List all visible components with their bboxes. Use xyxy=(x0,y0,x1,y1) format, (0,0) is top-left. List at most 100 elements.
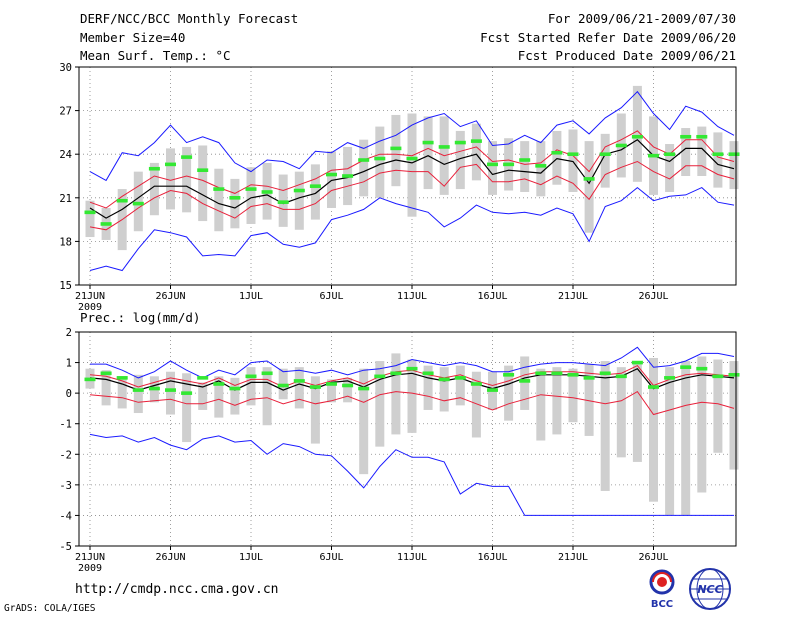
temp-member-marker xyxy=(712,152,724,156)
prec-spread-bar xyxy=(713,359,723,453)
prec-xtick-label: 1JUL xyxy=(239,552,263,563)
temp-member-marker xyxy=(213,187,225,191)
prec-spread-bar xyxy=(310,376,320,444)
prec-member-marker xyxy=(84,377,96,382)
temp-spread-bar xyxy=(230,178,240,229)
temp-spread-bar xyxy=(568,129,578,192)
prec-xtick-label: 21JUN xyxy=(75,552,105,563)
prec-member-marker xyxy=(503,373,515,377)
prec-member-marker xyxy=(132,388,144,392)
prec-ytick-label: -5 xyxy=(59,541,72,553)
prec-member-marker xyxy=(100,371,112,376)
temp-xtick-label: 6JUL xyxy=(319,291,343,302)
temp-member-marker xyxy=(116,198,128,203)
prec-spread-bar xyxy=(407,359,417,433)
prec-member-marker xyxy=(438,377,450,382)
prec-member-marker xyxy=(116,376,128,380)
prec-year-label: 2009 xyxy=(78,563,102,574)
temp-ytick-label: 27 xyxy=(59,106,72,118)
temp-member-marker xyxy=(181,155,193,159)
ncc-logo-text: NCC xyxy=(697,583,722,596)
temp-max-line xyxy=(89,90,735,182)
prec-spread-bar xyxy=(584,364,594,436)
temp-xtick-label: 21JUN xyxy=(75,291,105,302)
prec-xtick-label: 21JUL xyxy=(558,552,588,563)
temp-member-marker xyxy=(229,196,241,200)
prec-member-marker xyxy=(487,388,498,392)
prec-member-marker xyxy=(197,376,209,380)
prec-spread-bar xyxy=(616,367,626,458)
temp-spread-bar xyxy=(729,141,739,190)
prec-xtick-label: 16JUL xyxy=(477,552,507,563)
temp-spread-bar xyxy=(536,141,546,197)
prec-member-marker xyxy=(680,365,692,369)
prec-plot-frame xyxy=(78,331,737,547)
temp-spread-bar xyxy=(632,85,642,182)
temp-spread-bar xyxy=(327,151,336,208)
prec-member-marker xyxy=(229,386,241,391)
temp-member-marker xyxy=(374,156,386,161)
temp-spread-bar xyxy=(552,130,562,185)
prec-member-marker xyxy=(648,385,659,389)
prec-spread-bar xyxy=(375,361,385,447)
temp-member-marker xyxy=(567,152,579,156)
prec-spread-bar xyxy=(665,367,675,516)
temp-plot-frame xyxy=(78,66,737,286)
prec-spread-bar xyxy=(455,365,465,406)
temp-member-marker xyxy=(664,152,676,156)
footer-url[interactable]: http://cmdp.ncc.cma.gov.cn xyxy=(75,582,279,597)
prec-xtick-label: 11JUL xyxy=(397,552,427,563)
temp-member-marker xyxy=(165,162,176,167)
temp-min-line xyxy=(89,186,735,272)
bcc-logo: BCC xyxy=(649,569,675,610)
temp-spread-bar xyxy=(471,123,481,181)
temp-member-marker xyxy=(438,145,450,149)
temp-ytick-label: 24 xyxy=(59,149,72,161)
prec-member-marker xyxy=(342,383,354,388)
prec-spread-bar xyxy=(471,371,481,438)
prec-member-marker xyxy=(213,382,225,386)
temp-member-marker xyxy=(309,184,321,188)
prec-xtick-label: 26JUN xyxy=(155,552,185,563)
forecast-produced-date: Fcst Produced Date 2009/06/21 xyxy=(517,48,736,63)
temp-member-marker xyxy=(100,222,112,226)
temp-member-marker xyxy=(583,177,595,181)
prec-spread-bar xyxy=(568,368,578,423)
temp-member-marker xyxy=(342,174,354,178)
prec-spread-bar xyxy=(246,367,256,406)
temp-member-marker xyxy=(293,188,305,193)
temp-spread-bar xyxy=(423,116,433,190)
temp-spread-bar xyxy=(407,113,417,217)
temp-member-marker xyxy=(631,134,643,139)
prec-member-marker xyxy=(326,382,337,386)
temp-xtick-label: 26JUN xyxy=(155,291,185,302)
prec-spread-bar xyxy=(166,371,175,415)
prec-ytick-label: 1 xyxy=(66,358,72,370)
temp-spread-bar xyxy=(455,130,465,190)
variable-label: Mean Surf. Temp.: °C xyxy=(80,48,231,63)
temp-spread-bar xyxy=(665,144,675,192)
temp-member-marker xyxy=(277,200,289,204)
prec-member-marker xyxy=(181,391,193,395)
prec-spread-bar xyxy=(536,368,546,441)
temp-member-marker xyxy=(551,150,563,155)
grads-credit: GrADS: COLA/IGES xyxy=(4,603,96,614)
temp-spread-bar xyxy=(600,133,610,188)
prec-ytick-label: -1 xyxy=(59,419,72,431)
temp-member-marker xyxy=(470,139,482,143)
prec-spread-bar xyxy=(182,373,192,443)
temp-member-marker xyxy=(680,134,692,139)
temp-spread-bar xyxy=(294,171,304,230)
prec-xtick-label: 26JUL xyxy=(638,552,668,563)
prec-member-marker xyxy=(470,382,482,386)
chart-title: DERF/NCC/BCC Monthly Forecast xyxy=(80,11,299,26)
prec-member-marker xyxy=(728,373,740,377)
temp-spread-bar xyxy=(697,126,707,176)
prec-spread-bar xyxy=(198,382,208,410)
prec-member-marker xyxy=(245,374,257,379)
temp-member-marker xyxy=(358,158,370,162)
temp-member-marker xyxy=(454,140,466,145)
temp-xtick-label: 1JUL xyxy=(239,291,263,302)
temp-member-marker xyxy=(615,143,627,148)
temp-spread-bar xyxy=(246,167,256,224)
